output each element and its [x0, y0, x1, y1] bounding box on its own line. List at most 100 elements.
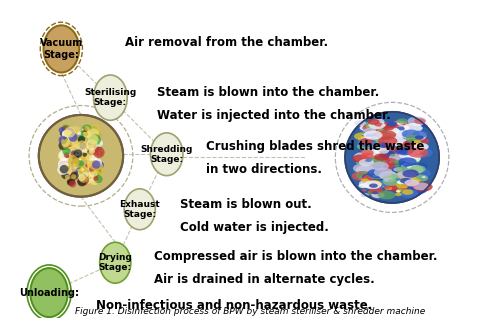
Ellipse shape — [78, 131, 82, 135]
Ellipse shape — [352, 171, 372, 181]
Ellipse shape — [390, 171, 400, 177]
Ellipse shape — [384, 139, 403, 148]
Ellipse shape — [62, 130, 73, 140]
Ellipse shape — [414, 118, 426, 124]
Ellipse shape — [396, 172, 402, 175]
Ellipse shape — [345, 112, 439, 203]
Ellipse shape — [362, 189, 367, 191]
Ellipse shape — [58, 159, 69, 169]
Ellipse shape — [412, 148, 432, 158]
Text: Water is injected into the chamber.: Water is injected into the chamber. — [157, 109, 391, 122]
Ellipse shape — [68, 136, 79, 146]
Ellipse shape — [73, 165, 78, 169]
Ellipse shape — [405, 158, 419, 165]
Ellipse shape — [354, 132, 370, 140]
Ellipse shape — [358, 168, 375, 176]
Ellipse shape — [358, 136, 374, 143]
Ellipse shape — [74, 149, 82, 158]
Ellipse shape — [78, 169, 83, 173]
Ellipse shape — [72, 148, 80, 156]
Ellipse shape — [386, 165, 398, 170]
Ellipse shape — [64, 135, 74, 145]
Ellipse shape — [92, 161, 100, 169]
Ellipse shape — [71, 135, 76, 140]
Ellipse shape — [68, 180, 72, 185]
Ellipse shape — [361, 153, 374, 159]
Ellipse shape — [413, 143, 428, 151]
Ellipse shape — [94, 179, 97, 182]
Ellipse shape — [388, 141, 402, 147]
Ellipse shape — [90, 124, 101, 134]
Ellipse shape — [78, 131, 87, 140]
Ellipse shape — [361, 178, 369, 182]
Ellipse shape — [70, 136, 76, 141]
Ellipse shape — [363, 177, 371, 181]
Text: Steam is blown out.: Steam is blown out. — [180, 198, 312, 211]
Ellipse shape — [58, 136, 67, 144]
Ellipse shape — [82, 145, 87, 149]
Ellipse shape — [386, 183, 400, 190]
Ellipse shape — [94, 175, 102, 183]
Ellipse shape — [85, 146, 94, 154]
Ellipse shape — [394, 142, 403, 146]
Ellipse shape — [405, 139, 420, 147]
Ellipse shape — [363, 152, 376, 158]
Ellipse shape — [364, 170, 384, 180]
Ellipse shape — [44, 25, 79, 72]
Ellipse shape — [368, 161, 380, 166]
Ellipse shape — [366, 140, 374, 144]
Ellipse shape — [394, 193, 402, 196]
Ellipse shape — [78, 160, 84, 166]
Text: Steam is blown into the chamber.: Steam is blown into the chamber. — [157, 86, 379, 99]
Ellipse shape — [382, 143, 386, 146]
Ellipse shape — [392, 166, 408, 174]
Ellipse shape — [418, 119, 426, 123]
Text: Air is drained in alternate cycles.: Air is drained in alternate cycles. — [154, 273, 375, 286]
Ellipse shape — [388, 184, 404, 192]
Ellipse shape — [413, 182, 432, 192]
Ellipse shape — [86, 145, 94, 153]
Ellipse shape — [362, 168, 376, 175]
Ellipse shape — [79, 143, 86, 149]
Ellipse shape — [96, 162, 101, 167]
Ellipse shape — [58, 152, 68, 162]
Ellipse shape — [71, 174, 76, 179]
Ellipse shape — [68, 144, 76, 152]
Ellipse shape — [74, 144, 80, 149]
Ellipse shape — [67, 178, 74, 186]
Ellipse shape — [392, 174, 398, 177]
Ellipse shape — [370, 128, 388, 137]
Ellipse shape — [408, 148, 428, 158]
Ellipse shape — [422, 176, 426, 178]
Ellipse shape — [402, 169, 419, 178]
Ellipse shape — [58, 141, 68, 150]
Ellipse shape — [361, 155, 366, 158]
Ellipse shape — [78, 136, 85, 143]
Ellipse shape — [383, 173, 400, 181]
Ellipse shape — [392, 154, 407, 162]
Ellipse shape — [390, 145, 396, 148]
Ellipse shape — [60, 160, 70, 170]
Ellipse shape — [92, 170, 102, 180]
Ellipse shape — [374, 122, 392, 131]
Ellipse shape — [91, 163, 96, 168]
Ellipse shape — [75, 136, 86, 147]
Ellipse shape — [363, 128, 376, 134]
Ellipse shape — [360, 173, 378, 182]
Ellipse shape — [412, 185, 422, 190]
Ellipse shape — [72, 126, 80, 135]
Ellipse shape — [384, 177, 393, 182]
Ellipse shape — [84, 130, 91, 138]
Ellipse shape — [372, 174, 378, 177]
Ellipse shape — [364, 156, 385, 166]
Ellipse shape — [402, 129, 420, 138]
Ellipse shape — [401, 172, 409, 175]
Ellipse shape — [97, 150, 100, 153]
Ellipse shape — [89, 155, 97, 163]
Ellipse shape — [62, 166, 72, 176]
Ellipse shape — [98, 141, 100, 143]
Ellipse shape — [408, 179, 414, 182]
Ellipse shape — [360, 138, 374, 145]
Ellipse shape — [380, 142, 391, 148]
Ellipse shape — [64, 148, 68, 151]
